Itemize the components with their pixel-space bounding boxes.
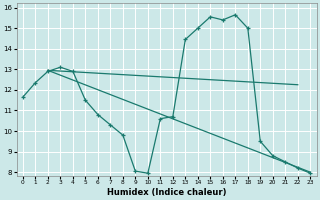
X-axis label: Humidex (Indice chaleur): Humidex (Indice chaleur) bbox=[107, 188, 226, 197]
